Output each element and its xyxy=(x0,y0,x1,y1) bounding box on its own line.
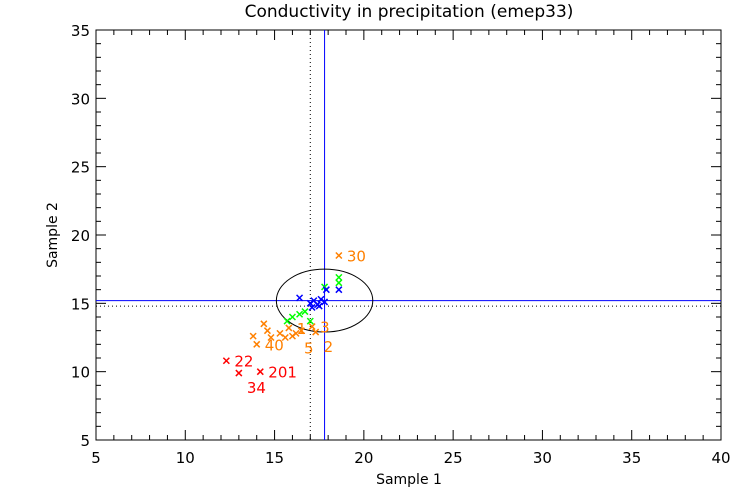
data-point-flagged-orange xyxy=(267,333,275,342)
x-tick-label: 40 xyxy=(711,449,730,467)
data-point-normal-green xyxy=(335,279,343,287)
y-tick-label: 5 xyxy=(80,432,90,450)
data-point-flagged-orange xyxy=(285,324,293,332)
data-point-flagged-orange xyxy=(276,329,284,337)
data-point-flagged-orange xyxy=(335,251,343,260)
data-point-outlier-red xyxy=(222,357,230,365)
data-point-outlier-red xyxy=(256,368,264,376)
data-point-normal-blue xyxy=(322,286,330,294)
data-point-normal-blue xyxy=(308,303,316,311)
data-point-normal-green xyxy=(288,313,296,321)
data-point-normal-green xyxy=(283,317,291,325)
data-point-outlier-red xyxy=(235,369,243,377)
data-point-flagged-orange xyxy=(260,320,268,328)
data-point-flagged-orange xyxy=(249,332,257,340)
reference-lines xyxy=(96,30,721,440)
point-label: 2 xyxy=(324,338,334,356)
data-point-normal-blue xyxy=(321,298,329,306)
point-label: 1 xyxy=(297,320,307,338)
x-tick-label: 35 xyxy=(622,449,641,467)
point-label: 5 xyxy=(304,339,314,357)
data-point-normal-green xyxy=(301,308,309,316)
chart-title: Conductivity in precipitation (emep33) xyxy=(245,2,574,22)
data-point-flagged-orange xyxy=(297,327,305,335)
data-point-normal-blue xyxy=(296,294,304,302)
data-point-flagged-orange xyxy=(308,323,316,331)
x-tick-label: 10 xyxy=(176,449,195,467)
x-tick-label: 20 xyxy=(354,449,373,467)
data-point-normal-blue xyxy=(335,286,343,294)
plot-frame xyxy=(95,29,722,441)
y-tick-label: 10 xyxy=(71,364,90,382)
y-axis-label: Sample 2 xyxy=(45,202,61,268)
y-tick-label: 25 xyxy=(71,159,90,177)
x-tick-label: 15 xyxy=(265,449,284,467)
data-point-flagged-orange xyxy=(263,327,271,335)
point-label: 22 xyxy=(234,353,253,371)
confidence-ellipse xyxy=(275,268,374,333)
y-tick-label: 35 xyxy=(71,22,90,40)
y-tick-label: 30 xyxy=(71,90,90,108)
point-label: 34 xyxy=(247,379,266,397)
data-point-flagged-orange xyxy=(288,332,296,340)
x-axis-label: Sample 1 xyxy=(376,472,442,488)
point-label: 30 xyxy=(347,248,366,266)
x-tick-label: 30 xyxy=(533,449,552,467)
x-tick-label: 5 xyxy=(91,449,101,467)
y-tick-label: 15 xyxy=(71,295,90,313)
data-point-flagged-orange xyxy=(312,328,320,336)
data-point-normal-blue xyxy=(315,302,323,310)
x-tick-label: 25 xyxy=(444,449,463,467)
data-point-normal-green xyxy=(306,317,314,325)
point-label: 201 xyxy=(268,364,297,382)
data-points xyxy=(222,251,343,377)
y-tick-label: 20 xyxy=(71,227,90,245)
data-point-flagged-orange xyxy=(253,340,261,348)
data-point-flagged-orange xyxy=(281,333,289,342)
data-point-normal-green xyxy=(335,273,343,281)
point-label: 40 xyxy=(265,336,284,354)
point-label: 3 xyxy=(320,319,330,337)
data-point-normal-green xyxy=(296,310,304,318)
